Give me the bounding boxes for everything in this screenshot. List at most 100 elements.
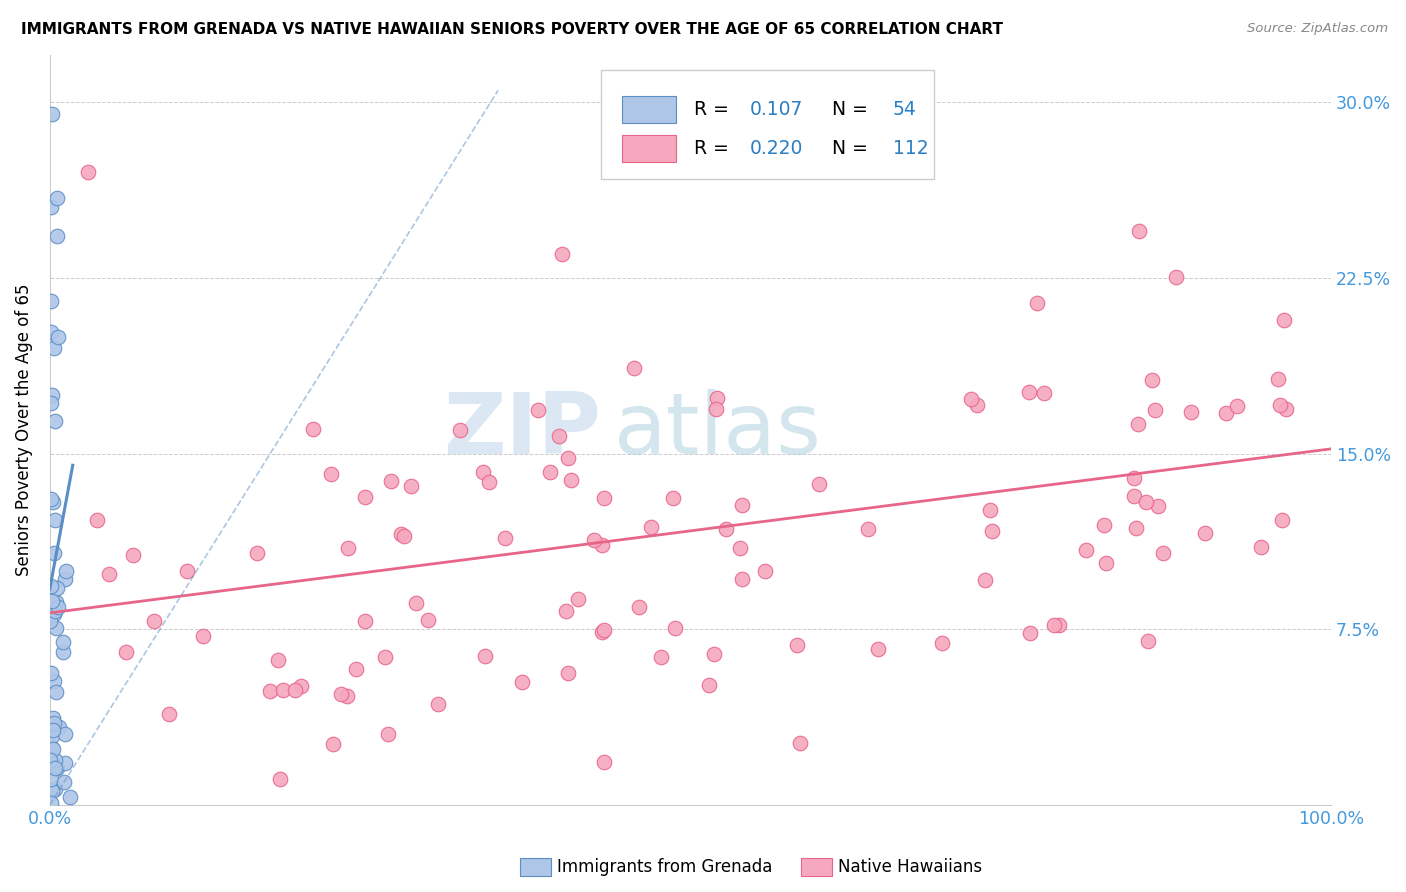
Point	[377, 727, 399, 741]
Point	[1270, 513, 1292, 527]
Point	[38, 753, 60, 767]
Point	[45, 229, 67, 244]
Point	[979, 502, 1001, 516]
FancyBboxPatch shape	[623, 136, 676, 162]
Point	[628, 599, 651, 614]
Text: Source: ZipAtlas.com: Source: ZipAtlas.com	[1247, 22, 1388, 36]
Point	[1092, 518, 1115, 533]
Point	[591, 624, 613, 639]
Point	[477, 475, 499, 490]
Point	[786, 638, 808, 652]
Point	[789, 736, 811, 750]
Point	[39, 772, 62, 786]
Point	[703, 647, 725, 661]
Text: 54: 54	[893, 101, 917, 120]
Point	[53, 727, 76, 741]
Point	[1123, 489, 1146, 503]
Point	[39, 396, 62, 410]
Point	[52, 634, 75, 648]
Point	[41, 593, 63, 607]
Point	[39, 294, 62, 309]
Point	[380, 475, 402, 489]
Point	[319, 467, 342, 481]
Point	[560, 474, 582, 488]
Point	[1018, 384, 1040, 399]
Point	[374, 650, 396, 665]
Point	[426, 697, 449, 711]
Point	[42, 546, 65, 560]
Point	[42, 742, 65, 756]
Point	[41, 495, 63, 509]
Point	[44, 753, 66, 767]
Point	[44, 781, 66, 796]
Point	[554, 604, 576, 618]
Point	[1140, 373, 1163, 387]
Point	[336, 541, 359, 555]
Point	[807, 476, 830, 491]
Point	[1275, 402, 1298, 417]
Point	[38, 717, 60, 731]
Point	[259, 684, 281, 698]
Point	[1166, 270, 1188, 285]
Text: 112: 112	[893, 139, 928, 159]
Text: IMMIGRANTS FROM GRENADA VS NATIVE HAWAIIAN SENIORS POVERTY OVER THE AGE OF 65 CO: IMMIGRANTS FROM GRENADA VS NATIVE HAWAII…	[21, 22, 1002, 37]
Point	[1143, 402, 1166, 417]
Point	[53, 756, 76, 770]
Point	[754, 565, 776, 579]
Text: ZIP: ZIP	[443, 389, 600, 472]
Point	[1152, 546, 1174, 560]
Point	[450, 423, 472, 437]
Point	[494, 531, 516, 545]
Point	[399, 479, 422, 493]
Point	[1135, 495, 1157, 509]
Point	[44, 715, 66, 730]
Point	[640, 520, 662, 534]
Point	[391, 527, 413, 541]
Point	[329, 687, 352, 701]
Point	[59, 789, 82, 804]
Point	[1128, 224, 1150, 238]
Point	[1215, 406, 1237, 420]
Text: 0.107: 0.107	[749, 101, 803, 120]
Point	[593, 624, 616, 638]
Text: N =: N =	[820, 101, 873, 120]
Point	[1033, 385, 1056, 400]
Point	[42, 723, 65, 737]
Point	[1125, 521, 1147, 535]
Point	[354, 614, 377, 628]
Point	[46, 581, 69, 595]
Point	[931, 636, 953, 650]
Point	[966, 397, 988, 411]
Point	[267, 653, 290, 667]
Point	[704, 402, 727, 417]
Point	[416, 613, 439, 627]
Text: R =: R =	[695, 101, 735, 120]
Point	[46, 761, 69, 775]
Point	[1267, 372, 1289, 386]
Point	[46, 330, 69, 344]
Point	[1136, 633, 1159, 648]
Point	[48, 600, 70, 615]
Point	[39, 491, 62, 506]
Point	[39, 579, 62, 593]
Point	[41, 325, 63, 339]
Text: 0.220: 0.220	[749, 139, 803, 159]
Point	[1126, 417, 1149, 431]
Point	[567, 592, 589, 607]
Text: Native Hawaiians: Native Hawaiians	[838, 858, 983, 876]
Point	[115, 645, 138, 659]
Point	[716, 522, 738, 536]
Point	[538, 465, 561, 479]
Point	[41, 784, 63, 798]
Point	[53, 572, 76, 586]
Point	[731, 572, 754, 586]
Point	[45, 190, 67, 204]
Point	[246, 546, 269, 560]
Point	[471, 465, 494, 479]
Point	[44, 685, 66, 699]
Point	[39, 201, 62, 215]
Point	[52, 645, 75, 659]
Point	[44, 674, 66, 689]
Point	[42, 711, 65, 725]
Point	[44, 414, 66, 428]
